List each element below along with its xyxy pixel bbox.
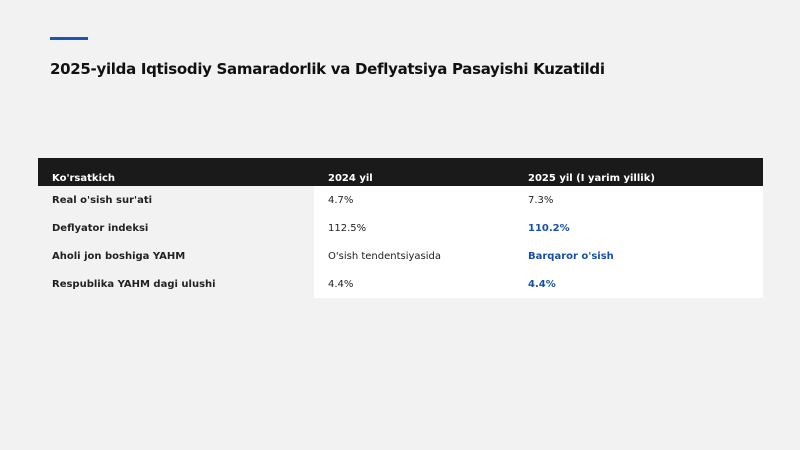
column-header: 2025 yil (I yarim yillik)	[514, 158, 763, 186]
header-row: Ko'rsatkich 2024 yil 2025 yil (I yarim yil…	[38, 158, 763, 186]
table-row: Real o'sish sur'ati 4.7% 7.3%	[38, 186, 763, 214]
table-row: Respublika YAHM dagi ulushi 4.4% 4.4%	[38, 270, 763, 298]
table-cell: 110.2%	[514, 214, 763, 242]
data-table: Ko'rsatkich 2024 yil 2025 yil (I yarim yil…	[38, 158, 763, 298]
table-cell: Real o'sish sur'ati	[38, 186, 314, 214]
table-cell: O'sish tendentsiyasida	[314, 242, 514, 270]
table-cell: Deflyator indeksi	[38, 214, 314, 242]
table-cell: Aholi jon boshiga YAHM	[38, 242, 314, 270]
accent-bar	[50, 37, 88, 40]
column-header: 2024 yil	[314, 158, 514, 186]
table-cell: 112.5%	[314, 214, 514, 242]
table-body: Real o'sish sur'ati 4.7% 7.3% Deflyator ind…	[38, 186, 763, 298]
table-cell: 4.7%	[314, 186, 514, 214]
table-cell: 4.4%	[514, 270, 763, 298]
table-cell: 4.4%	[314, 270, 514, 298]
table-cell: Barqaror o'sish	[514, 242, 763, 270]
table-row: Aholi jon boshiga YAHM O'sish tendentsiya…	[38, 242, 763, 270]
column-header: Ko'rsatkich	[38, 158, 314, 186]
table-cell: Respublika YAHM dagi ulushi	[38, 270, 314, 298]
title: 2025-yilda Iqtisodiy Samaradorlik va Def…	[50, 60, 605, 78]
table-row: Deflyator indeksi 112.5% 110.2%	[38, 214, 763, 242]
table-cell: 7.3%	[514, 186, 763, 214]
